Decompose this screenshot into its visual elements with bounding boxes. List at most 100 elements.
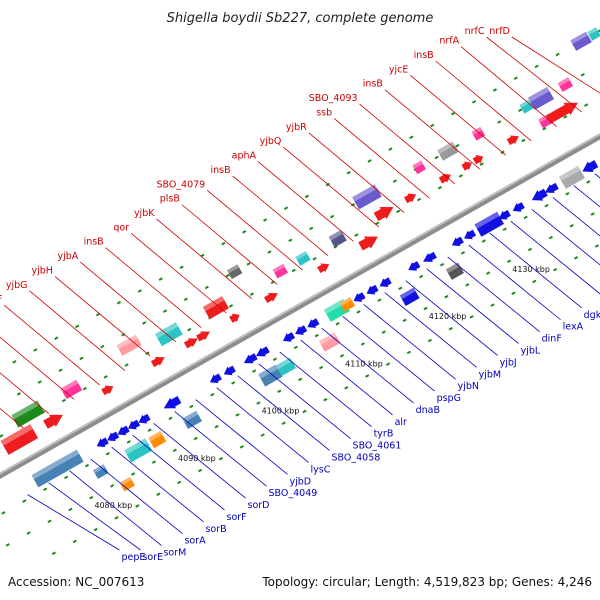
tick-dot	[231, 381, 236, 385]
gene-label: yjbK	[134, 208, 155, 219]
tick-dot	[375, 221, 380, 225]
tick-dot	[532, 279, 537, 284]
gene-box-shine	[445, 262, 461, 274]
tick-dot	[221, 241, 226, 246]
gene-feature	[163, 396, 182, 409]
label-leader	[359, 103, 456, 185]
tick-dot	[339, 354, 345, 358]
tick-dot	[563, 115, 568, 119]
gene-box-shine	[116, 334, 138, 350]
gene-feature	[128, 419, 141, 430]
label-leader	[232, 175, 329, 256]
tick-dot	[272, 357, 278, 361]
gene-box-shine	[318, 332, 337, 345]
gene-feature	[117, 425, 130, 436]
tick-dot	[534, 64, 539, 69]
label-leader	[511, 36, 600, 94]
tick-dot	[398, 286, 403, 291]
gene-label: yjbN	[458, 381, 479, 392]
tick-dot	[260, 433, 265, 437]
gene-label: insB	[210, 165, 230, 176]
gene-feature	[403, 193, 417, 204]
tick-dot	[333, 245, 338, 249]
label-leader	[90, 458, 183, 535]
label-leader	[531, 209, 600, 266]
tick-dot	[323, 397, 328, 402]
tick-dot	[314, 333, 319, 338]
tick-dot	[502, 227, 507, 232]
gene-label: sorM	[163, 548, 186, 559]
tick-dot	[1, 511, 6, 515]
forward-arrow	[472, 155, 484, 165]
reverse-arrow	[353, 292, 366, 302]
gene-box	[119, 476, 136, 492]
gene-box-shine	[328, 230, 343, 241]
label-leader	[447, 256, 540, 332]
tick-dot	[330, 214, 335, 219]
forward-arrow	[373, 206, 394, 222]
gene-label: pspG	[437, 393, 461, 404]
gene-box	[339, 297, 356, 312]
gene-box	[258, 364, 283, 387]
gene-box	[318, 332, 341, 352]
gene-feature	[472, 155, 484, 165]
tick-dot	[51, 551, 56, 556]
gene-feature	[282, 332, 296, 342]
gene-box-shine	[119, 476, 132, 486]
tick-dot	[204, 285, 209, 290]
gene-label: yjbQ	[260, 136, 282, 147]
label-leader	[195, 399, 288, 475]
tick-dot	[135, 504, 140, 508]
tick-dot	[511, 291, 516, 296]
tick-dot	[291, 268, 296, 273]
gene-label: aphA	[232, 151, 257, 162]
tick-dot	[114, 516, 119, 520]
gene-feature	[445, 262, 464, 280]
gene-feature	[461, 161, 472, 171]
gene-box-shine	[570, 31, 589, 45]
forward-arrow	[317, 263, 330, 274]
label-leader	[156, 218, 253, 300]
gene-label: nrfA	[439, 36, 459, 47]
tick-dot	[277, 389, 282, 394]
reverse-arrow	[295, 325, 308, 335]
gene-box	[54, 449, 84, 475]
gene-label: qor	[113, 222, 129, 233]
tick-dot	[187, 327, 192, 332]
gene-box	[570, 31, 592, 51]
reverse-arrow	[256, 346, 270, 357]
gene-label: nrfC	[465, 26, 485, 37]
gene-feature	[93, 464, 109, 479]
tick-dot	[481, 239, 486, 243]
tick-dot	[396, 209, 401, 214]
gene-feature	[557, 77, 574, 92]
gene-feature	[339, 297, 356, 312]
tick-dot	[103, 375, 108, 379]
tick-dot	[392, 179, 397, 183]
tick-dot	[288, 238, 293, 242]
label-leader	[300, 339, 393, 416]
gene-box	[60, 379, 83, 400]
reverse-arrow	[451, 236, 464, 247]
label-leader	[80, 261, 176, 343]
gene-box	[399, 287, 420, 306]
label-leader	[486, 36, 583, 113]
gene-feature	[295, 251, 311, 266]
tick-dot	[172, 448, 177, 453]
label-leader	[363, 304, 456, 380]
gene-feature	[582, 160, 599, 173]
tick-dot	[72, 539, 77, 544]
forward-arrow	[183, 338, 198, 349]
gene-box	[124, 438, 153, 463]
label-leader	[153, 422, 246, 499]
gene-label: insB	[414, 50, 434, 61]
gene-box	[202, 296, 229, 320]
gene-box-shine	[474, 211, 500, 229]
gene-label: yjbH	[31, 265, 52, 276]
tick-dot	[553, 267, 558, 272]
gene-label: nrfD	[489, 26, 510, 37]
tick-dot	[444, 294, 449, 299]
forward-arrow	[264, 293, 278, 304]
tick-dot	[214, 424, 219, 429]
